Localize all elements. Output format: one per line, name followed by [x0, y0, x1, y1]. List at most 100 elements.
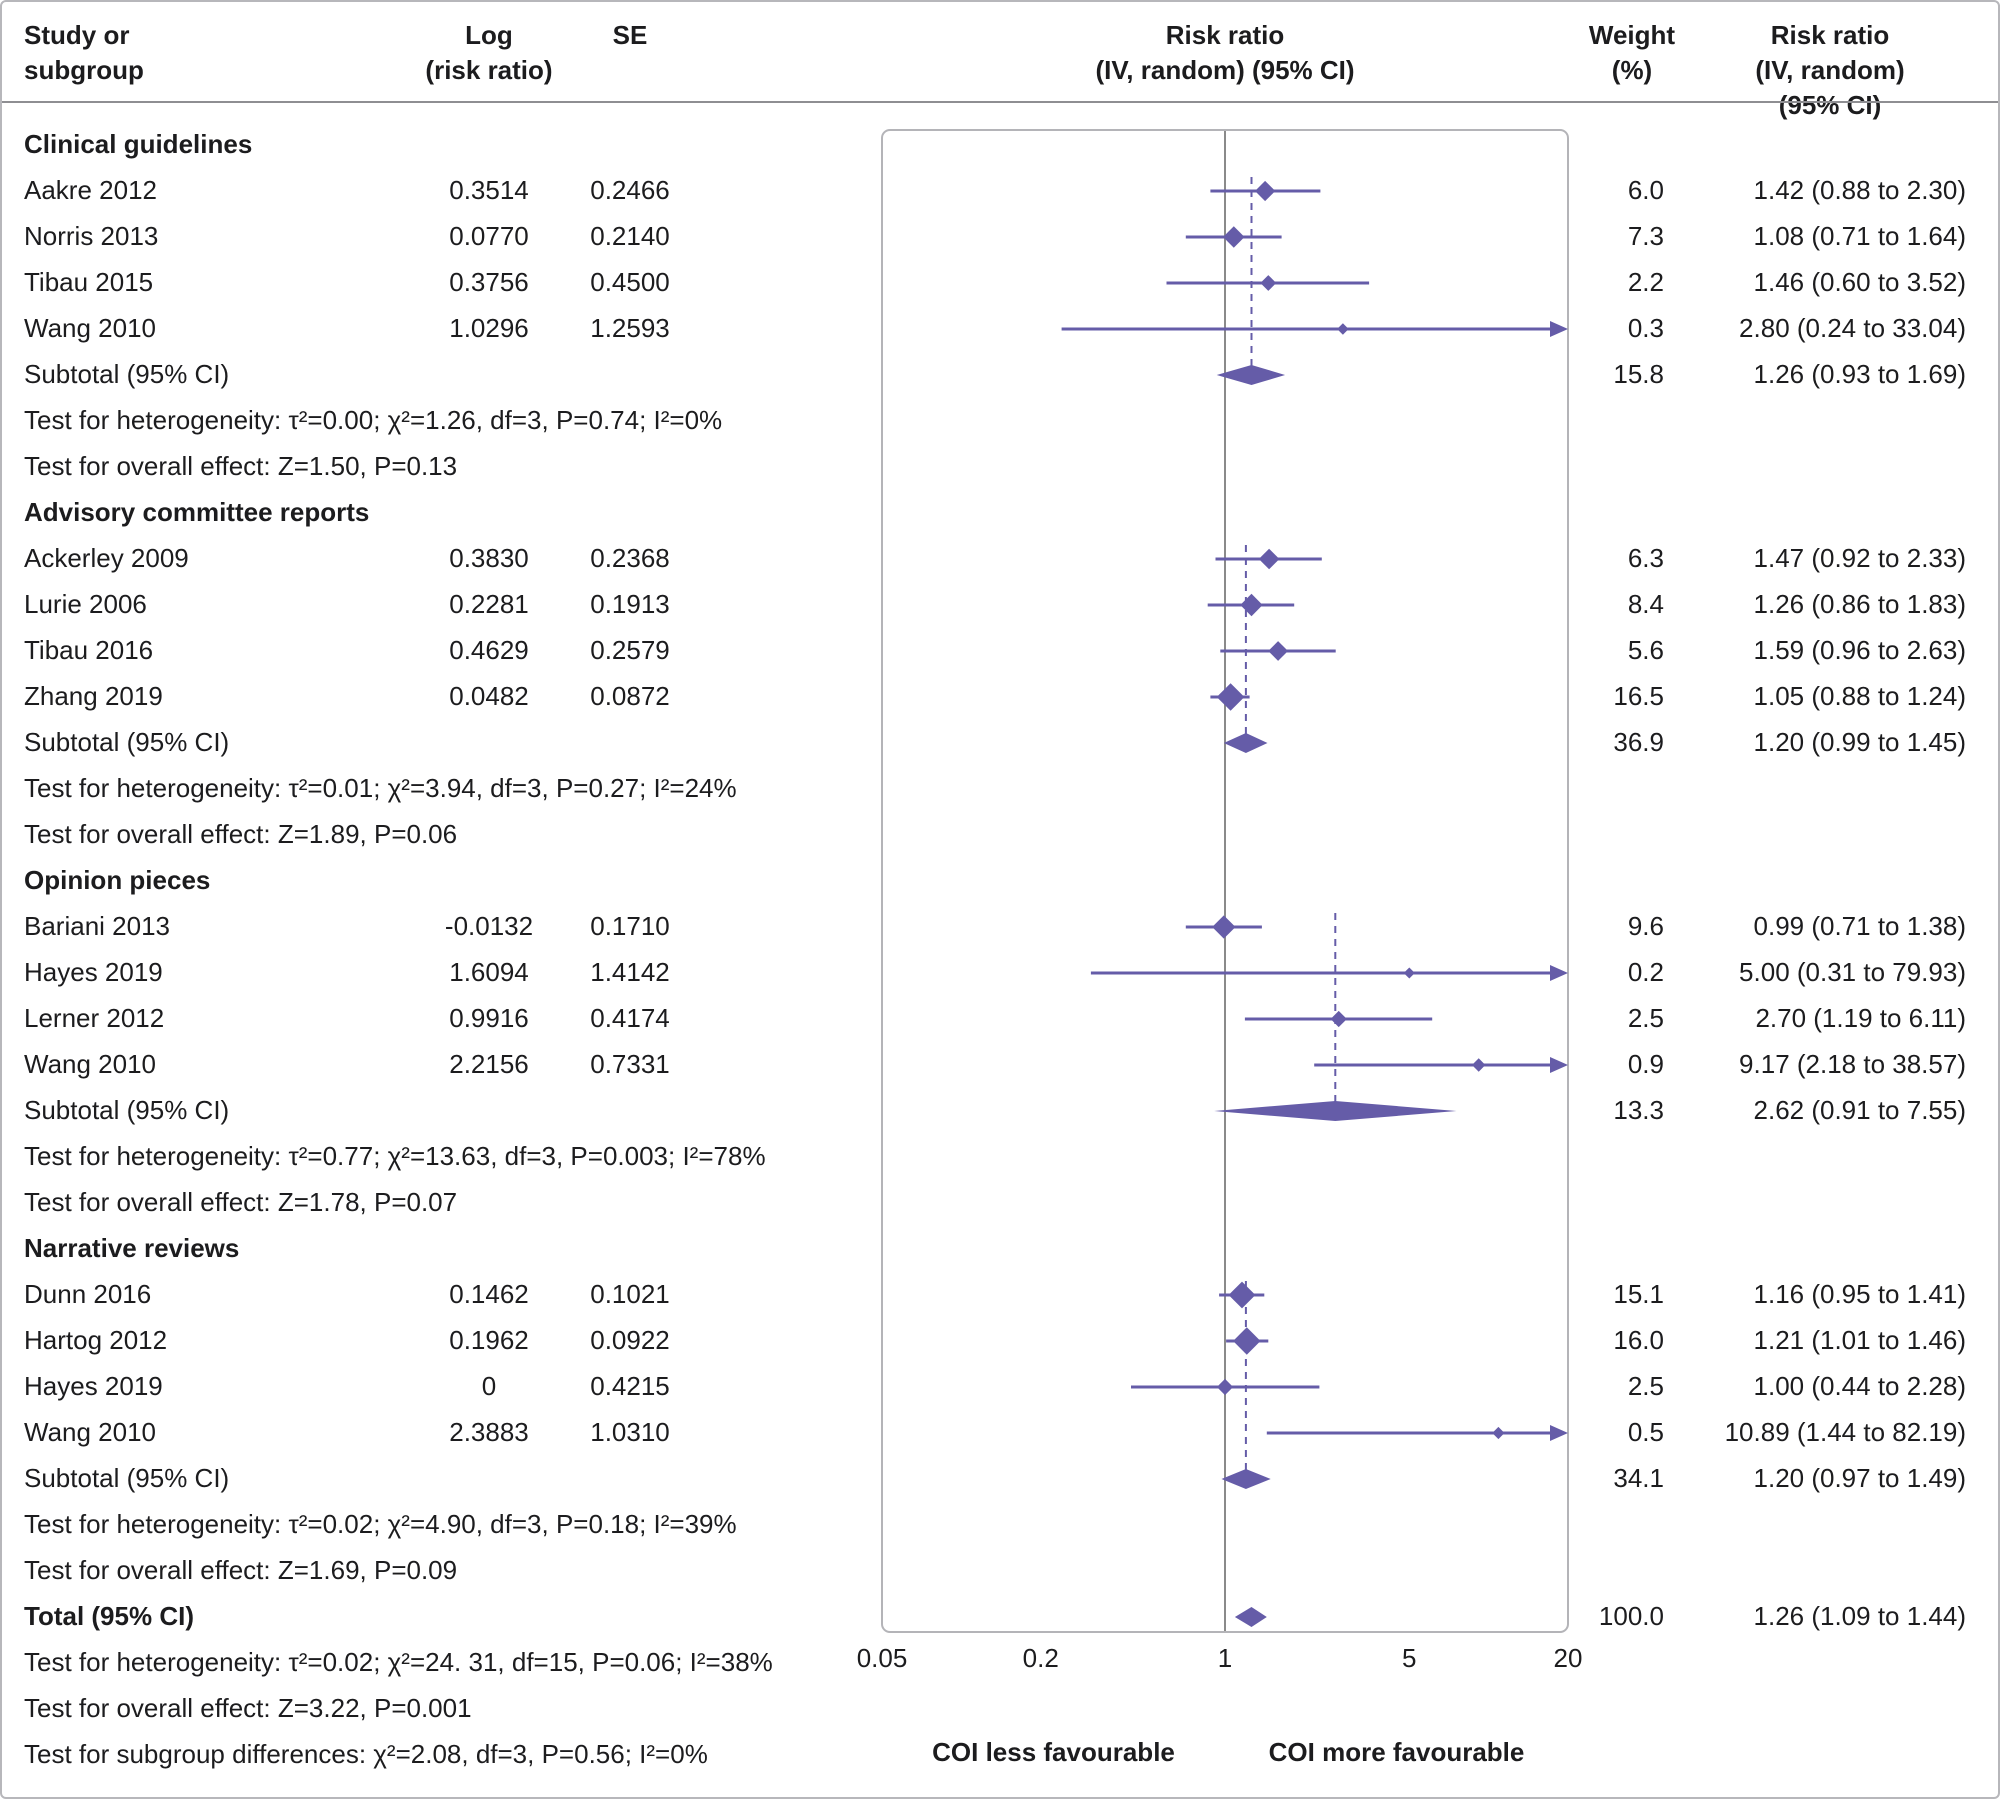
study-se: 0.0922 [590, 1325, 670, 1355]
study-log-rr: 0.9916 [449, 1003, 529, 1033]
total-weight: 100.0 [1598, 1601, 1664, 1631]
study-label: Lurie 2006 [24, 589, 147, 619]
stat-note: Test for heterogeneity: τ²=0.77; χ²=13.6… [24, 1141, 766, 1171]
stat-note: Test for overall effect: Z=1.69, P=0.09 [24, 1555, 458, 1585]
study-label: Hayes 2019 [24, 1371, 163, 1401]
stat-note: Test for heterogeneity: τ²=0.01; χ²=3.94… [24, 773, 737, 803]
subtotal-weight: 15.8 [1613, 359, 1664, 389]
study-se: 0.4215 [590, 1371, 670, 1401]
study-label: Ackerley 2009 [24, 543, 189, 573]
study-weight: 15.1 [1613, 1279, 1664, 1309]
study-point-marker [1492, 1426, 1505, 1440]
study-rr-ci: 1.16 (0.95 to 1.41) [1753, 1279, 1966, 1309]
subtotal-label: Subtotal (95% CI) [24, 359, 230, 389]
study-label: Hayes 2019 [24, 957, 163, 987]
study-rr-ci: 10.89 (1.44 to 82.19) [1724, 1417, 1966, 1447]
study-weight: 9.6 [1627, 911, 1664, 941]
study-weight: 0.3 [1627, 313, 1664, 343]
study-weight: 6.0 [1627, 175, 1664, 205]
study-rr-ci: 1.26 (0.86 to 1.83) [1753, 589, 1966, 619]
study-log-rr: 1.6094 [449, 957, 529, 987]
header-separator [2, 101, 1998, 103]
study-se: 0.4174 [590, 1003, 670, 1033]
subtotal-diamond [1221, 1469, 1271, 1489]
study-log-rr: 0.3756 [449, 267, 529, 297]
study-se: 0.4500 [590, 267, 670, 297]
study-rr-ci: 0.99 (0.71 to 1.38) [1753, 911, 1966, 941]
study-rr-ci: 1.42 (0.88 to 2.30) [1753, 175, 1966, 205]
total-label: Total (95% CI) [24, 1601, 194, 1631]
axis-tick-label: 1 [1217, 1643, 1233, 1673]
study-point-marker [1216, 1378, 1234, 1396]
subtotal-weight: 36.9 [1613, 727, 1664, 757]
study-point-marker [1255, 180, 1276, 202]
study-log-rr: 2.2156 [449, 1049, 529, 1079]
study-se: 0.2579 [590, 635, 670, 665]
subtotal-rr-ci: 1.20 (0.97 to 1.49) [1753, 1463, 1966, 1493]
axis-tick-label: 5 [1402, 1643, 1417, 1673]
study-weight: 16.5 [1613, 681, 1664, 711]
subtotal-label: Subtotal (95% CI) [24, 727, 230, 757]
plot-frame [881, 129, 1569, 1633]
study-se: 0.2140 [590, 221, 670, 251]
study-se: 1.2593 [590, 313, 670, 343]
study-point-marker [1330, 1010, 1347, 1028]
study-weight: 0.2 [1627, 957, 1664, 987]
study-weight: 6.3 [1627, 543, 1664, 573]
ci-clip-arrow-icon [1550, 1425, 1568, 1441]
study-log-rr: 0.1962 [449, 1325, 529, 1355]
subtotal-rr-ci: 1.20 (0.99 to 1.45) [1753, 727, 1966, 757]
group-header: Narrative reviews [24, 1233, 240, 1263]
subtotal-label: Subtotal (95% CI) [24, 1463, 230, 1493]
study-log-rr: 0.1462 [449, 1279, 529, 1309]
study-label: Lerner 2012 [24, 1003, 165, 1033]
study-rr-ci: 1.46 (0.60 to 3.52) [1753, 267, 1966, 297]
study-point-marker [1233, 1327, 1261, 1355]
stat-note: Test for subgroup differences: χ²=2.08, … [24, 1739, 708, 1769]
study-rr-ci: 1.21 (1.01 to 1.46) [1753, 1325, 1966, 1355]
col-header-risk-ratio-plot: Risk ratio (IV, random) (95% CI) [1095, 20, 1355, 86]
subtotal-weight: 13.3 [1613, 1095, 1664, 1125]
subtotal-diamond [1223, 733, 1268, 753]
axis-label-right: COI more favourable [1268, 1737, 1525, 1767]
study-point-marker [1472, 1058, 1486, 1072]
study-rr-ci: 2.70 (1.19 to 6.11) [1755, 1003, 1966, 1033]
study-label: Aakre 2012 [24, 175, 157, 205]
stat-note: Test for overall effect: Z=1.78, P=0.07 [24, 1187, 458, 1217]
study-log-rr: 2.3883 [449, 1417, 529, 1447]
group-header: Clinical guidelines [24, 129, 253, 159]
stat-note: Test for overall effect: Z=1.89, P=0.06 [24, 819, 458, 849]
study-weight: 5.6 [1627, 635, 1664, 665]
study-rr-ci: 1.47 (0.92 to 2.33) [1753, 543, 1966, 573]
study-point-marker [1212, 915, 1236, 939]
study-se: 0.2466 [590, 175, 670, 205]
study-label: Wang 2010 [24, 1417, 157, 1447]
stat-note: Test for heterogeneity: τ²=0.02; χ²=4.90… [24, 1509, 737, 1539]
study-point-marker [1268, 641, 1288, 661]
study-label: Wang 2010 [24, 1049, 157, 1079]
study-point-marker [1240, 593, 1263, 617]
study-label: Dunn 2016 [24, 1279, 152, 1309]
subtotal-rr-ci: 1.26 (0.93 to 1.69) [1753, 359, 1966, 389]
study-se: 0.1913 [590, 589, 670, 619]
study-weight: 7.3 [1627, 221, 1664, 251]
study-se: 0.2368 [590, 543, 670, 573]
subtotal-diamond [1214, 1101, 1457, 1121]
study-weight: 16.0 [1613, 1325, 1664, 1355]
study-label: Tibau 2015 [24, 267, 154, 297]
study-se: 0.0872 [590, 681, 670, 711]
study-weight: 2.5 [1627, 1371, 1664, 1401]
study-log-rr: 1.0296 [449, 313, 529, 343]
study-se: 1.4142 [590, 957, 670, 987]
col-header-study: Study or subgroup [24, 20, 144, 86]
axis-tick-label: 0.05 [856, 1643, 908, 1673]
study-weight: 0.9 [1627, 1049, 1664, 1079]
col-header-risk-ratio-text: Risk ratio (IV, random) (95% CI) [1755, 20, 1905, 121]
subtotal-rr-ci: 2.62 (0.91 to 7.55) [1753, 1095, 1966, 1125]
axis-label-left: COI less favourable [932, 1737, 1175, 1767]
study-rr-ci: 1.05 (0.88 to 1.24) [1753, 681, 1966, 711]
study-log-rr: 0.0482 [449, 681, 529, 711]
axis-tick-label: 0.2 [1022, 1643, 1059, 1673]
study-rr-ci: 2.80 (0.24 to 33.04) [1739, 313, 1966, 343]
